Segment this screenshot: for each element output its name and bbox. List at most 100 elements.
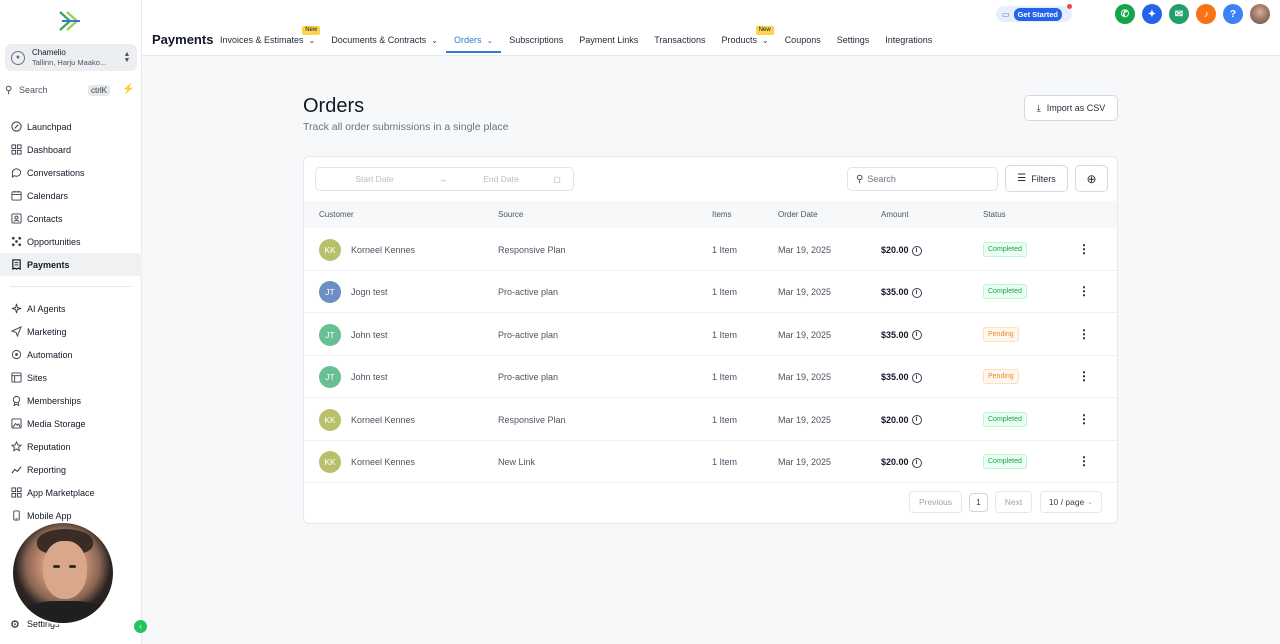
- table-row[interactable]: JT John test Pro-active plan 1 Item Mar 19, …: [304, 356, 1117, 399]
- tab-coupons[interactable]: Coupons: [784, 35, 821, 45]
- membership-icon: [10, 395, 22, 407]
- info-icon[interactable]: i: [911, 288, 922, 299]
- logo-icon[interactable]: [58, 10, 82, 32]
- order-source: Pro-active plan: [498, 372, 559, 383]
- order-source: Pro-active plan: [498, 287, 559, 298]
- bolt-icon[interactable]: ⚡: [122, 84, 135, 95]
- account-location: Tallinn, Harju Maako...: [32, 57, 107, 67]
- media-icon: [10, 418, 22, 430]
- notification-dot: [1067, 4, 1072, 9]
- get-started-button[interactable]: ▭ Get Started: [996, 4, 1072, 22]
- more-options-icon[interactable]: ⋮: [1078, 454, 1090, 468]
- megaphone-icon[interactable]: ✉: [1169, 4, 1189, 24]
- tab-settings[interactable]: Settings: [836, 35, 870, 45]
- rocket-icon: [10, 121, 22, 133]
- sites-icon: [10, 372, 22, 384]
- order-items: 1 Item: [712, 329, 738, 340]
- more-options-icon[interactable]: ⋮: [1078, 242, 1090, 256]
- info-icon[interactable]: i: [911, 415, 922, 426]
- customer-avatar: KK: [319, 451, 341, 473]
- customer-name[interactable]: John test: [351, 329, 388, 340]
- tab-documents-contracts[interactable]: Documents & Contracts ⌄: [331, 35, 438, 45]
- more-options-icon[interactable]: ⋮: [1078, 411, 1090, 426]
- table-row[interactable]: JT John test Pro-active plan 1 Item Mar 19, …: [304, 314, 1117, 356]
- tab-payment-links[interactable]: Payment Links: [579, 35, 639, 45]
- pagination: Previous 1 Next 10 / page ⌄: [909, 491, 1102, 513]
- bell-icon[interactable]: ♪: [1196, 4, 1216, 24]
- order-amount: $20.00: [881, 457, 909, 467]
- sidebar-item-reputation[interactable]: Reputation: [0, 435, 142, 458]
- customer-avatar: JT: [319, 323, 341, 346]
- table-row[interactable]: KK Korneel Kennes Responsive Plan 1 Item Mar…: [304, 399, 1117, 441]
- sidebar-item-marketing[interactable]: Marketing: [0, 320, 142, 343]
- download-icon: ⤓: [1036, 102, 1041, 113]
- tab-orders[interactable]: Orders ⌄: [445, 26, 502, 54]
- chart-icon: [10, 464, 22, 476]
- table-row[interactable]: KK Korneel Kennes New Link 1 Item Mar 19, 20…: [304, 441, 1117, 483]
- help-icon[interactable]: ?: [1223, 4, 1243, 24]
- sidebar-item-settings[interactable]: ⚙ Settings: [10, 618, 60, 631]
- sidebar-item-memberships[interactable]: Memberships: [0, 389, 142, 412]
- account-switcher[interactable]: ● Chamelio Tallinn, Harju Maako... ▲ ▼: [5, 44, 137, 71]
- sidebar-item-launchpad[interactable]: Launchpad: [0, 115, 142, 138]
- order-items: 1 Item: [712, 287, 738, 298]
- star-icon: [10, 441, 22, 453]
- collapse-sidebar-button[interactable]: ‹: [134, 620, 147, 633]
- chevron-down-icon: ⌄: [431, 35, 438, 45]
- end-date-input[interactable]: End Date: [483, 174, 519, 184]
- updown-chevron-icon: ▲ ▼: [123, 50, 131, 64]
- previous-page-button[interactable]: Previous: [909, 491, 962, 513]
- customer-name[interactable]: Korneel Kennes: [351, 245, 416, 255]
- sidebar-item-automation[interactable]: Automation: [0, 343, 142, 366]
- more-options-icon[interactable]: ⋮: [1078, 369, 1090, 384]
- sidebar-item-ai-agents[interactable]: AI Agents: [0, 297, 142, 320]
- table-row[interactable]: KK Korneel Kennes Responsive Plan 1 Item Mar…: [304, 229, 1117, 271]
- customer-name[interactable]: John test: [351, 372, 388, 383]
- date-range-picker[interactable]: Start Date → End Date ▢: [315, 167, 574, 191]
- status-badge: Pending: [983, 369, 1019, 385]
- next-page-button[interactable]: Next: [995, 491, 1032, 513]
- customer-name[interactable]: Korneel Kennes: [351, 414, 416, 425]
- tab-transactions[interactable]: Transactions: [654, 35, 706, 45]
- sidebar-item-opportunities[interactable]: Opportunities: [0, 230, 142, 253]
- order-amount: $20.00: [881, 414, 909, 425]
- page-size-select[interactable]: 10 / page ⌄: [1040, 491, 1102, 513]
- info-icon[interactable]: i: [911, 457, 922, 468]
- sidebar-item-mobile-app[interactable]: Mobile App: [0, 504, 142, 527]
- tab-subscriptions[interactable]: Subscriptions: [509, 35, 564, 45]
- search-input[interactable]: ⚲ Search: [847, 167, 998, 191]
- phone-icon[interactable]: ✆: [1115, 4, 1135, 24]
- page-number-button[interactable]: 1: [969, 492, 988, 512]
- start-date-input[interactable]: Start Date: [355, 174, 394, 184]
- status-badge: Completed: [983, 454, 1027, 469]
- sidebar-search[interactable]: ⚲ Search ctrlK: [5, 82, 110, 98]
- sidebar-item-app-marketplace[interactable]: App Marketplace: [0, 481, 142, 504]
- sidebar-item-calendars[interactable]: Calendars: [0, 184, 142, 207]
- magic-icon[interactable]: ✦: [1142, 4, 1162, 24]
- sidebar-item-media-storage[interactable]: Media Storage: [0, 412, 142, 435]
- info-icon[interactable]: i: [911, 372, 922, 383]
- more-options-icon[interactable]: ⋮: [1078, 284, 1090, 299]
- tab-integrations[interactable]: Integrations: [885, 35, 933, 45]
- filters-button[interactable]: ☰ Filters: [1005, 165, 1068, 192]
- user-avatar[interactable]: [1250, 4, 1270, 24]
- sidebar-item-reporting[interactable]: Reporting: [0, 458, 142, 481]
- tab-invoices-estimates[interactable]: Invoices & Estimates ⌄ New: [212, 26, 323, 54]
- customer-name[interactable]: Jogn test: [351, 287, 388, 298]
- sidebar-item-dashboard[interactable]: Dashboard: [0, 138, 142, 161]
- table-row[interactable]: JT Jogn test Pro-active plan 1 Item Mar 19, …: [304, 271, 1117, 314]
- sidebar-item-conversations[interactable]: Conversations: [0, 161, 142, 184]
- sidebar-item-contacts[interactable]: Contacts: [0, 207, 142, 230]
- import-csv-button[interactable]: ⤓ Import as CSV: [1024, 95, 1118, 121]
- chevron-down-icon: ⌄: [308, 35, 316, 45]
- export-button[interactable]: ⊕: [1075, 165, 1108, 192]
- order-date: Mar 19, 2025: [778, 414, 832, 425]
- sidebar-item-payments[interactable]: Payments: [0, 253, 142, 276]
- tab-products[interactable]: Products ⌄ New: [713, 26, 776, 54]
- info-icon[interactable]: i: [911, 245, 922, 256]
- info-icon[interactable]: i: [911, 330, 922, 341]
- customer-name[interactable]: Korneel Kennes: [351, 457, 416, 467]
- order-date: Mar 19, 2025: [778, 245, 832, 255]
- more-options-icon[interactable]: ⋮: [1078, 326, 1090, 341]
- sidebar-item-sites[interactable]: Sites: [0, 366, 142, 389]
